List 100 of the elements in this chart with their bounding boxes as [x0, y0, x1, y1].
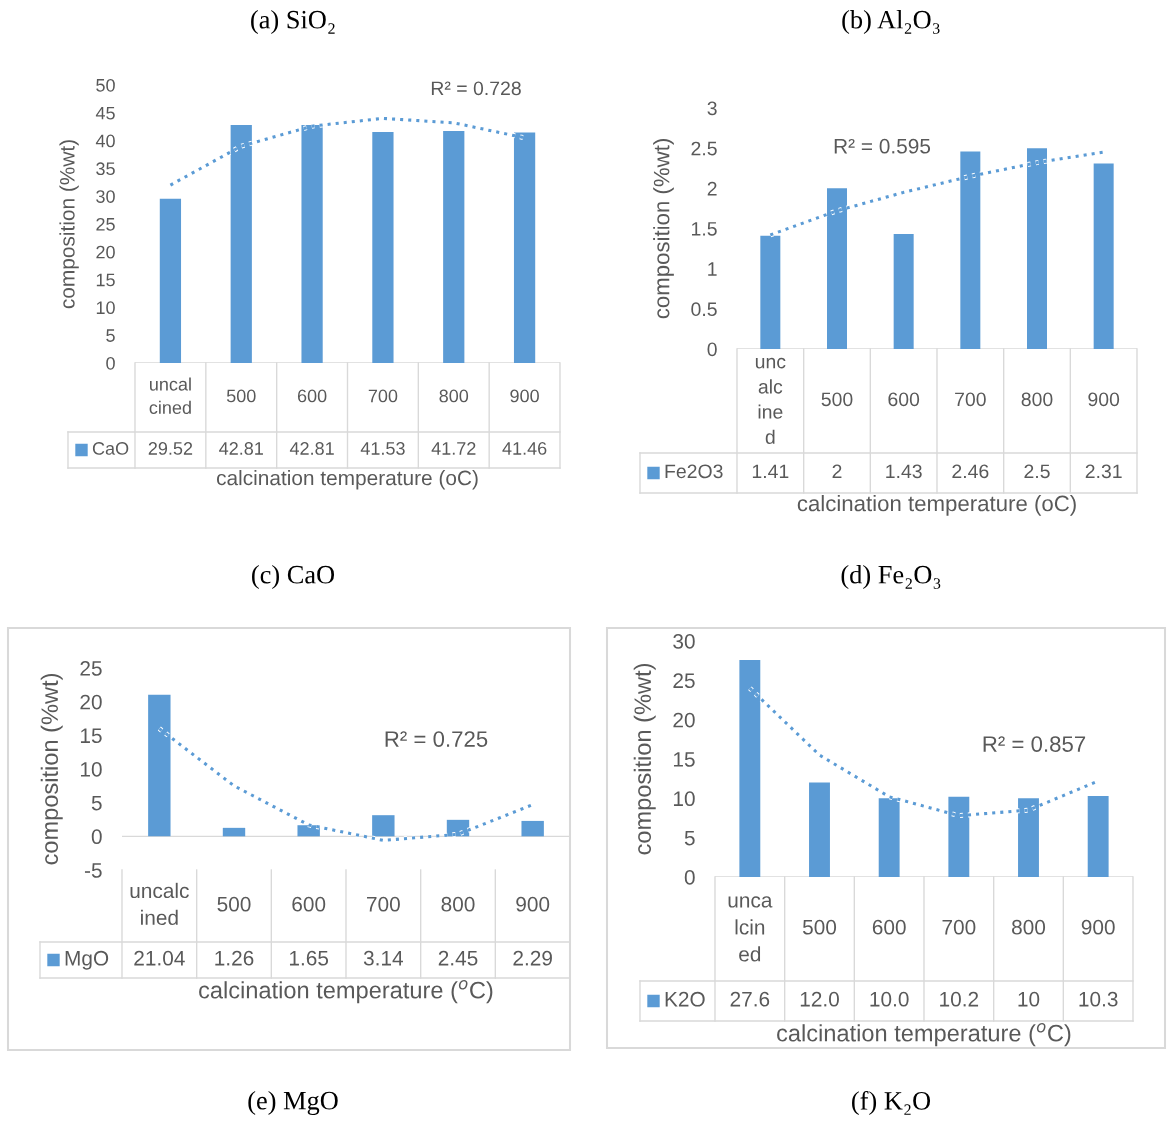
x-tick-label: 800 — [1021, 392, 1053, 407]
x-tick-label: 700 — [942, 919, 976, 935]
data-label: 29.52 — [148, 442, 193, 455]
y-tick-label: 3 — [707, 101, 717, 116]
bar — [1093, 163, 1114, 349]
x-tick-label: 700 — [955, 392, 986, 407]
data-label: 1.41 — [752, 464, 789, 479]
x-tick-label: 500 — [821, 392, 853, 407]
data-label: 10.3 — [1079, 991, 1118, 1007]
annotation: R² = 0.857 — [983, 736, 1086, 752]
y-tick-label: 1 — [708, 262, 717, 276]
y-tick-label: 5 — [106, 329, 115, 342]
legend-label: Fe2O3 — [665, 464, 723, 479]
x-tick-label: 600 — [292, 896, 326, 912]
y-tick-label: 20 — [96, 245, 115, 259]
text: (e) MgO — [248, 1091, 338, 1115]
x-axis-title: calcination temperature ($^{o}$C) — [777, 1023, 1071, 1047]
x-tick-label: 500 — [802, 919, 837, 935]
y-tick-label: 10 — [80, 762, 102, 777]
bar — [159, 198, 182, 363]
y-tick-label: 35 — [96, 162, 115, 176]
data-label: 10.2 — [940, 991, 979, 1007]
y-tick-label: 20 — [80, 694, 102, 710]
x-tick-label: 800 — [1012, 919, 1046, 935]
legend-label: MgO — [65, 950, 109, 970]
y-axis-title: composition (%wt) — [633, 664, 656, 855]
x-tick-label: 800 — [439, 389, 469, 403]
y-tick-label: 15 — [96, 273, 115, 287]
data-label: 2.31 — [1085, 464, 1122, 479]
data-label: 2.45 — [438, 950, 478, 966]
y-tick-label: 10 — [673, 791, 695, 807]
data-label: 2.46 — [952, 464, 989, 479]
x-tick-label: 900 — [1088, 392, 1120, 407]
data-label: 12.0 — [800, 991, 839, 1007]
x-tick-label: 800 — [441, 896, 475, 912]
y-tick-label: 50 — [96, 78, 115, 92]
y-tick-label: 5 — [91, 795, 102, 811]
bar — [893, 234, 914, 349]
y-tick-label: 2 — [707, 181, 717, 196]
data-label: 1.43 — [886, 464, 922, 479]
y-tick-label: 0 — [106, 356, 115, 370]
text: (d) Fe₂O₃ — [841, 565, 941, 589]
data-label: 41.53 — [360, 442, 405, 455]
annotation: R² = 0.595 — [834, 138, 931, 154]
y-axis-title: composition (%wt) — [40, 674, 63, 865]
x-tick-label: 500 — [217, 896, 251, 912]
y-tick-label: 0 — [707, 342, 717, 357]
y-tick-label: 0 — [91, 829, 102, 845]
y-axis-title: composition (%wt) — [59, 140, 79, 309]
y-tick-label: 0.5 — [691, 302, 717, 317]
x-tick-label: 900 — [510, 389, 539, 403]
x-tick-label: 500 — [226, 389, 256, 403]
x-tick-label: uncalcined — [149, 377, 191, 415]
bar — [372, 132, 394, 363]
x-axis-title: calcination temperature (oC) — [797, 495, 1076, 516]
y-tick-label: 20 — [673, 712, 695, 728]
data-label: 1.26 — [215, 950, 254, 966]
bar — [1087, 795, 1109, 877]
x-tick-label: 700 — [368, 389, 398, 403]
bar — [372, 815, 395, 837]
text: (f) K₂O — [852, 1090, 931, 1116]
bar — [297, 825, 320, 837]
x-tick-label: 600 — [297, 389, 327, 403]
data-label: 3.14 — [363, 950, 403, 966]
data-label: 41.46 — [502, 442, 547, 455]
annotation: R² = 0.725 — [385, 731, 488, 747]
y-tick-label: 25 — [80, 661, 102, 676]
data-label: 42.81 — [219, 442, 263, 455]
y-tick-label: 10 — [96, 301, 115, 315]
bar — [443, 131, 465, 363]
data-label: 27.6 — [730, 991, 770, 1007]
data-label: 41.72 — [431, 442, 476, 455]
x-tick-label: 600 — [888, 392, 920, 407]
text: (a) SiO₂ — [251, 10, 335, 34]
x-tick-label: 600 — [872, 919, 906, 935]
y-tick-label: 30 — [96, 190, 115, 203]
y-tick-label: 5 — [684, 830, 695, 846]
y-tick-label: 40 — [95, 134, 115, 148]
data-label: 2.29 — [513, 950, 552, 966]
y-tick-label: 15 — [80, 728, 102, 744]
x-axis-title: calcination temperature (oC) — [216, 470, 478, 490]
y-tick-label: 25 — [673, 673, 695, 689]
text: (c) CaO — [252, 565, 335, 589]
x-tick-label: uncalcined — [728, 896, 773, 962]
y-tick-label: 45 — [95, 106, 115, 120]
y-tick-label: 15 — [673, 752, 695, 767]
data-label: 2.5 — [1024, 464, 1050, 479]
legend-label: CaO — [92, 442, 129, 455]
x-axis-title: calcination temperature ($^{o}$C) — [199, 980, 493, 1004]
data-label: 10 — [1018, 991, 1040, 1007]
y-axis-title: composition (%wt) — [653, 139, 674, 319]
y-tick-label: -5 — [84, 863, 102, 878]
bar — [521, 820, 544, 837]
legend-label: K2O — [665, 991, 705, 1007]
x-tick-label: 700 — [367, 896, 400, 912]
y-tick-label: 2.5 — [691, 141, 717, 156]
x-tick-label: 900 — [1081, 919, 1115, 935]
data-label: 2 — [832, 464, 842, 479]
y-tick-label: 25 — [96, 217, 115, 231]
text: (b) Al₂O₃ — [842, 10, 940, 34]
